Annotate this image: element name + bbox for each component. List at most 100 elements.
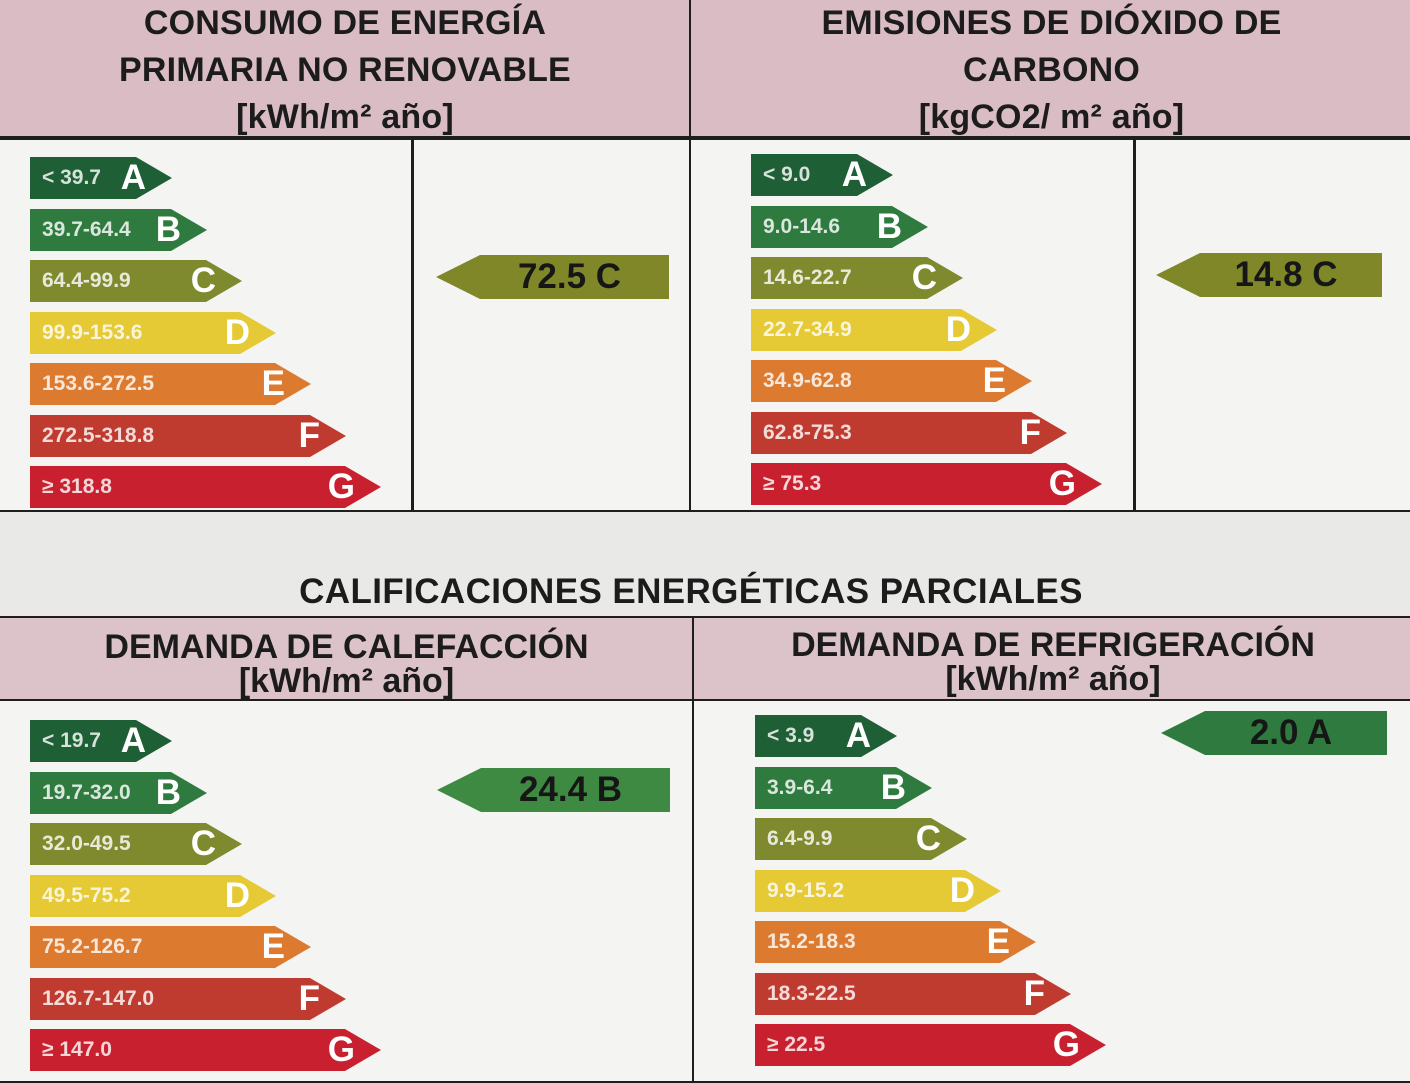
co2-letter-e: E xyxy=(982,361,1006,400)
cooling-letter-g: G xyxy=(1052,1025,1080,1064)
heating-letter-a: A xyxy=(120,721,146,760)
energy-range-c: 64.4-99.9 xyxy=(42,269,131,292)
cooling-range-g: ≥ 22.5 xyxy=(767,1033,826,1056)
co2-bar-c: 14.6-22.7 C xyxy=(751,257,963,299)
cooling-unit: [kWh/m² año] xyxy=(945,660,1161,698)
heating-letter-c: C xyxy=(190,824,216,863)
heating-range-g: ≥ 147.0 xyxy=(42,1038,112,1061)
heating-range-c: 32.0-49.5 xyxy=(42,832,131,855)
energy-bar-f: 272.5-318.8 F xyxy=(30,415,346,457)
cooling-bar-f: 18.3-22.5 F xyxy=(755,973,1071,1015)
cooling-letter-d: D xyxy=(949,871,975,910)
energy-range-e: 153.6-272.5 xyxy=(42,372,155,395)
energy-unit: [kWh/m² año] xyxy=(236,98,454,136)
energy-bar-d: 99.9-153.6 D xyxy=(30,312,276,354)
co2-range-c: 14.6-22.7 xyxy=(763,266,852,289)
cooling-title: DEMANDA DE REFRIGERACIÓN xyxy=(791,626,1315,664)
heating-letter-g: G xyxy=(327,1030,355,1069)
energy-divider xyxy=(411,138,414,512)
heating-range-b: 19.7-32.0 xyxy=(42,781,131,804)
co2-result-indicator: 14.8 C xyxy=(1156,253,1382,297)
cooling-range-a: < 3.9 xyxy=(767,724,815,747)
heating-demand-header: DEMANDA DE CALEFACCIÓN [kWh/m² año] xyxy=(0,616,695,702)
cooling-range-d: 9.9-15.2 xyxy=(767,879,845,902)
heating-letter-f: F xyxy=(298,979,320,1018)
co2-range-b: 9.0-14.6 xyxy=(763,215,841,238)
co2-letter-g: G xyxy=(1048,464,1076,503)
energy-letter-f: F xyxy=(298,416,320,455)
energy-bar-c: 64.4-99.9 C xyxy=(30,260,242,302)
heating-bar-f: 126.7-147.0 F xyxy=(30,978,346,1020)
co2-bar-e: 34.9-62.8 E xyxy=(751,360,1032,402)
energy-consumption-header: CONSUMO DE ENERGÍA PRIMARIA NO RENOVABLE… xyxy=(0,0,692,138)
co2-bar-d: 22.7-34.9 D xyxy=(751,309,997,351)
energy-title-line2: PRIMARIA NO RENOVABLE xyxy=(119,51,571,89)
cooling-bar-a: < 3.9 A xyxy=(755,715,897,757)
co2-bar-f: 62.8-75.3 F xyxy=(751,412,1067,454)
heating-result-indicator: 24.4 B xyxy=(437,768,670,812)
heating-range-e: 75.2-126.7 xyxy=(42,935,143,958)
co2-range-a: < 9.0 xyxy=(763,163,811,186)
energy-bar-b: 39.7-64.4 B xyxy=(30,209,207,251)
cooling-letter-a: A xyxy=(845,716,871,755)
co2-letter-b: B xyxy=(876,207,902,246)
cooling-demand-header: DEMANDA DE REFRIGERACIÓN [kWh/m² año] xyxy=(692,616,1410,702)
cooling-bar-e: 15.2-18.3 E xyxy=(755,921,1036,963)
heating-letter-d: D xyxy=(224,876,250,915)
cooling-letter-b: B xyxy=(880,768,906,807)
energy-range-f: 272.5-318.8 xyxy=(42,424,155,447)
cooling-letter-f: F xyxy=(1023,974,1045,1013)
cooling-range-b: 3.9-6.4 xyxy=(767,776,833,799)
co2-range-d: 22.7-34.9 xyxy=(763,318,852,341)
energy-range-a: < 39.7 xyxy=(42,166,101,189)
energy-letter-b: B xyxy=(155,210,181,249)
heating-bar-e: 75.2-126.7 E xyxy=(30,926,311,968)
co2-letter-c: C xyxy=(911,258,937,297)
co2-divider xyxy=(1133,138,1136,512)
co2-bar-b: 9.0-14.6 B xyxy=(751,206,928,248)
partial-ratings-title: CALIFICACIONES ENERGÉTICAS PARCIALES xyxy=(299,572,1083,611)
heating-letter-e: E xyxy=(261,927,285,966)
cooling-range-e: 15.2-18.3 xyxy=(767,930,856,953)
cooling-letter-c: C xyxy=(915,819,941,858)
heating-bar-c: 32.0-49.5 C xyxy=(30,823,242,865)
energy-range-g: ≥ 318.8 xyxy=(42,475,112,498)
heating-range-d: 49.5-75.2 xyxy=(42,884,131,907)
energy-letter-d: D xyxy=(224,313,250,352)
co2-bar-g: ≥ 75.3 G xyxy=(751,463,1102,505)
cooling-range-f: 18.3-22.5 xyxy=(767,982,856,1005)
heating-bar-b: 19.7-32.0 B xyxy=(30,772,207,814)
energy-range-b: 39.7-64.4 xyxy=(42,218,131,241)
cooling-result-indicator: 2.0 A xyxy=(1161,711,1387,755)
energy-letter-g: G xyxy=(327,467,355,506)
co2-unit: [kgCO2/ m² año] xyxy=(918,98,1185,136)
cooling-bar-c: 6.4-9.9 C xyxy=(755,818,967,860)
energy-letter-a: A xyxy=(120,158,146,197)
heating-range-f: 126.7-147.0 xyxy=(42,987,155,1010)
heating-unit: [kWh/m² año] xyxy=(238,662,455,700)
co2-range-e: 34.9-62.8 xyxy=(763,369,852,392)
heating-title: DEMANDA DE CALEFACCIÓN xyxy=(104,628,589,666)
energy-bar-e: 153.6-272.5 E xyxy=(30,363,311,405)
co2-letter-f: F xyxy=(1019,413,1041,452)
co2-range-f: 62.8-75.3 xyxy=(763,421,852,444)
co2-letter-a: A xyxy=(841,155,867,194)
cooling-bar-d: 9.9-15.2 D xyxy=(755,870,1001,912)
co2-title-line2: CARBONO xyxy=(962,51,1141,89)
energy-range-d: 99.9-153.6 xyxy=(42,321,143,344)
co2-title-line1: EMISIONES DE DIÓXIDO DE xyxy=(821,4,1282,42)
co2-letter-d: D xyxy=(945,310,971,349)
heating-bar-d: 49.5-75.2 D xyxy=(30,875,276,917)
energy-bar-g: ≥ 318.8 G xyxy=(30,466,381,508)
heating-bar-g: ≥ 147.0 G xyxy=(30,1029,381,1071)
heating-range-a: < 19.7 xyxy=(42,729,101,752)
cooling-bar-g: ≥ 22.5 G xyxy=(755,1024,1106,1066)
energy-result-indicator: 72.5 C xyxy=(436,255,669,299)
cooling-bar-b: 3.9-6.4 B xyxy=(755,767,932,809)
heating-letter-b: B xyxy=(155,773,181,812)
energy-letter-c: C xyxy=(190,261,216,300)
energy-letter-e: E xyxy=(261,364,285,403)
co2-emissions-header: EMISIONES DE DIÓXIDO DE CARBONO [kgCO2/ … xyxy=(689,0,1410,138)
cooling-range-c: 6.4-9.9 xyxy=(767,827,833,850)
